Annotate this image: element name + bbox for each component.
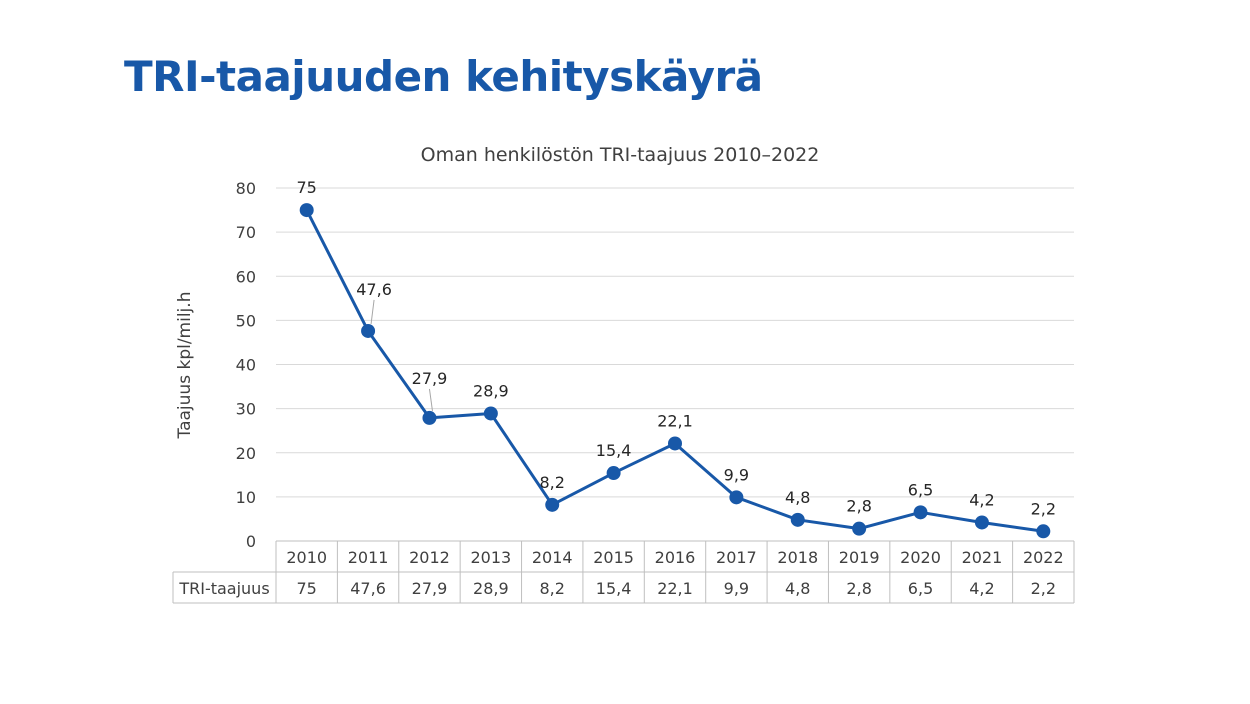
data-point: [974, 515, 989, 530]
table-value: 2,2: [1031, 579, 1056, 598]
data-point: [299, 203, 314, 218]
data-label: 47,6: [356, 280, 392, 299]
data-label: 8,2: [540, 473, 565, 492]
y-tick-label: 0: [246, 532, 256, 551]
table-value: 9,9: [724, 579, 749, 598]
x-tick-label: 2015: [593, 548, 634, 567]
chart-title: Oman henkilöstön TRI-taajuus 2010–2022: [421, 144, 820, 166]
data-point: [668, 436, 682, 451]
data-label: 27,9: [412, 369, 448, 388]
data-label-leader: [428, 388, 433, 411]
data-label: 2,2: [1031, 499, 1056, 518]
data-table: TRI-taajuus 2010 75 2011 47,6 2012 27,9 2013 28,…: [172, 540, 1075, 604]
table-value: 4,8: [785, 579, 810, 598]
x-tick-label: 2014: [532, 548, 573, 567]
data-labels: 75 47,6 27,9 28,9 8,2 15,4 22,1 9,9 4,8 2,8 6,5 4,2…: [297, 178, 1057, 518]
series-layer: [299, 203, 1051, 539]
table-value: 2,8: [846, 579, 871, 598]
x-tick-label: 2022: [1023, 548, 1064, 567]
y-tick-labels: 0 10 20 30 40 50 60 70 80: [236, 179, 256, 551]
table-value: 47,6: [350, 579, 386, 598]
data-label: 75: [297, 178, 317, 197]
x-tick-label: 2019: [839, 548, 880, 567]
x-tick-label: 2013: [470, 548, 511, 567]
data-point: [606, 466, 621, 481]
data-point: [361, 323, 376, 338]
y-tick-label: 20: [236, 444, 256, 463]
x-tick-label: 2021: [962, 548, 1003, 567]
x-tick-label: 2017: [716, 548, 757, 567]
data-label-leader: [370, 299, 375, 325]
data-label: 6,5: [908, 480, 933, 499]
x-tick-label: 2012: [409, 548, 450, 567]
table-value: 28,9: [473, 579, 509, 598]
x-tick-label: 2010: [286, 548, 327, 567]
data-label: 9,9: [724, 465, 749, 484]
y-tick-label: 30: [236, 400, 256, 419]
data-point: [422, 410, 437, 425]
table-value: 6,5: [908, 579, 933, 598]
data-label: 4,2: [969, 490, 994, 509]
data-point: [729, 490, 744, 505]
y-tick-label: 10: [236, 488, 256, 507]
table-series-name: TRI-taajuus: [178, 579, 269, 598]
table-value: 27,9: [412, 579, 448, 598]
x-tick-label: 2020: [900, 548, 941, 567]
table-value: 22,1: [657, 579, 693, 598]
y-tick-label: 60: [236, 267, 256, 286]
y-axis-title: Taajuus kpl/milj.h: [175, 292, 195, 440]
table-value: 15,4: [596, 579, 632, 598]
data-point: [545, 497, 560, 512]
data-point: [913, 505, 928, 520]
slide-title: TRI-taajuuden kehityskäyrä: [124, 52, 763, 101]
data-point: [1036, 524, 1051, 539]
data-point: [852, 521, 867, 536]
y-tick-label: 50: [236, 311, 256, 330]
table-value: 75: [297, 579, 317, 598]
data-label: 2,8: [846, 497, 871, 516]
y-tick-label: 80: [236, 179, 256, 198]
x-tick-label: 2011: [348, 548, 389, 567]
x-tick-label: 2018: [777, 548, 818, 567]
data-label: 4,8: [785, 488, 810, 507]
data-point: [483, 406, 498, 421]
data-label: 28,9: [473, 381, 509, 400]
table-value: 4,2: [969, 579, 994, 598]
y-tick-label: 70: [236, 223, 256, 242]
table-value: 8,2: [540, 579, 565, 598]
data-label: 15,4: [596, 441, 632, 460]
data-point: [790, 512, 805, 527]
y-tick-label: 40: [236, 356, 256, 375]
data-label: 22,1: [657, 411, 693, 430]
gridlines: [276, 187, 1074, 498]
x-tick-label: 2016: [655, 548, 696, 567]
